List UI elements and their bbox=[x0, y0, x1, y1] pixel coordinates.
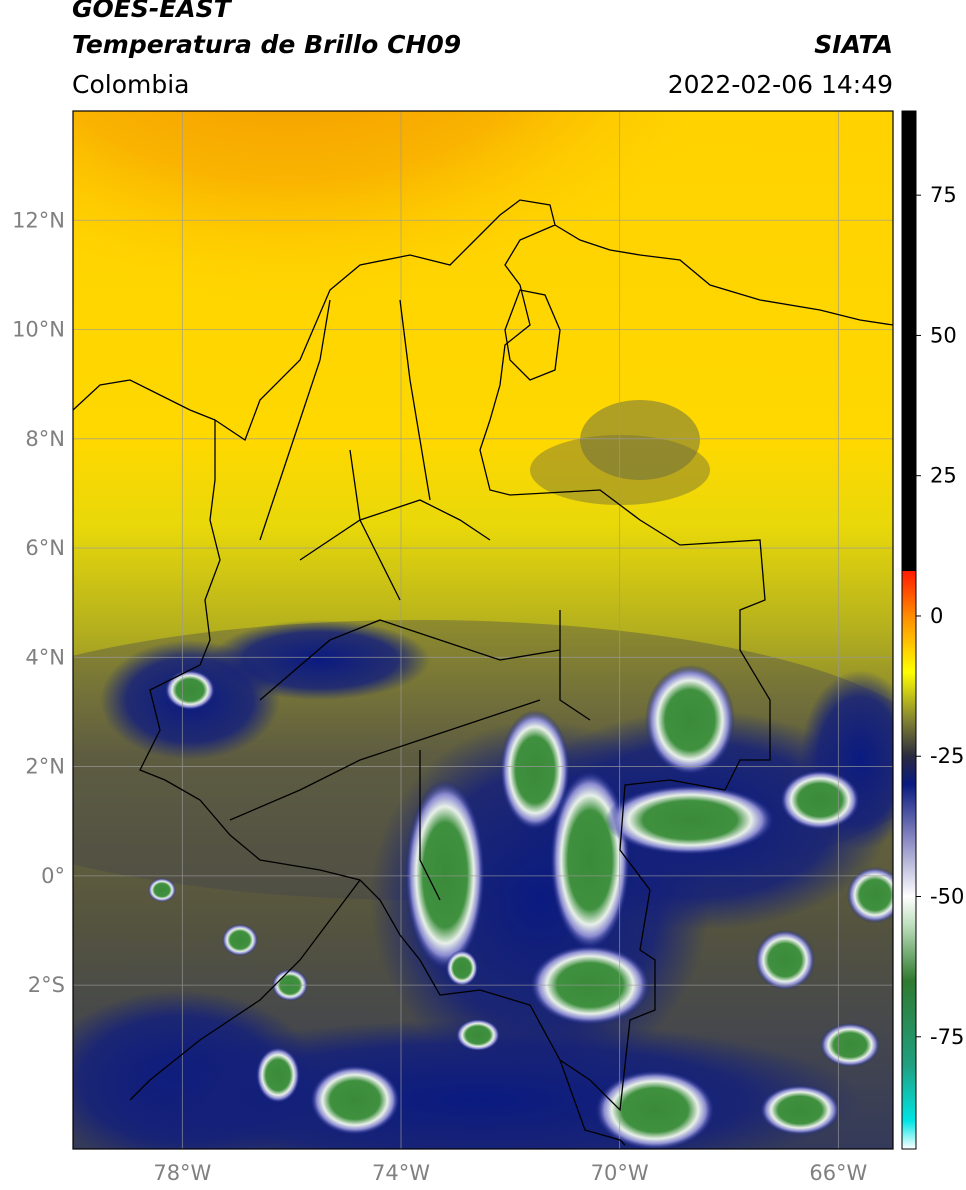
lat-tick-label: 0° bbox=[41, 864, 65, 888]
colorbar-tick-label: 0 bbox=[930, 604, 943, 628]
map-frame bbox=[72, 110, 894, 1150]
lon-tick-label: 66°W bbox=[809, 1161, 867, 1185]
internal-6 bbox=[259, 299, 331, 541]
maracaibo-lake bbox=[504, 289, 561, 381]
internal-5 bbox=[559, 610, 591, 721]
lat-tick-label: 8°N bbox=[25, 427, 65, 451]
satellite-title: GOES-EAST bbox=[72, 0, 231, 23]
internal-1 bbox=[299, 499, 491, 561]
political-borders bbox=[73, 199, 893, 1146]
colorbar-tick-label: -25 bbox=[930, 744, 964, 768]
brightness-temperature-raster bbox=[73, 111, 893, 1149]
lat-tick-label: 2°S bbox=[28, 973, 65, 997]
internal-8 bbox=[349, 449, 401, 601]
brazil-border bbox=[559, 1059, 626, 1146]
colorbar-ticks: 75 50 25 0 -25 -50 -75 bbox=[916, 183, 964, 1049]
panama-coast bbox=[73, 379, 216, 421]
colorbar-tick-label: -50 bbox=[930, 885, 964, 909]
colorbar-tick-label: 75 bbox=[930, 183, 957, 207]
map-gridlines bbox=[73, 111, 893, 1149]
lat-tick-label: 4°N bbox=[25, 645, 65, 669]
product-title: Temperatura de Brillo CH09 bbox=[72, 30, 462, 59]
lat-tick-label: 10°N bbox=[12, 318, 65, 342]
colorbar-fill bbox=[902, 111, 916, 1149]
latitude-labels: 12°N 10°N 8°N 6°N 4°N 2°N 0° 2°S bbox=[12, 208, 65, 997]
colorbar: 75 50 25 0 -25 -50 -75 bbox=[901, 110, 964, 1150]
colorbar-tick-label: 50 bbox=[930, 323, 957, 347]
longitude-labels: 78°W 74°W 70°W 66°W bbox=[153, 1161, 867, 1185]
lat-tick-label: 2°N bbox=[25, 755, 65, 779]
colorbar-tick-label: 25 bbox=[930, 464, 957, 488]
colorbar-tick-label: -75 bbox=[930, 1025, 964, 1049]
colorbar-frame bbox=[901, 110, 917, 1150]
ecuador-peru-border bbox=[129, 879, 361, 1101]
internal-2 bbox=[259, 619, 561, 701]
lat-tick-label: 6°N bbox=[25, 536, 65, 560]
lon-tick-label: 74°W bbox=[372, 1161, 430, 1185]
venezuela-coast bbox=[554, 224, 893, 326]
internal-3 bbox=[229, 699, 541, 821]
lat-tick-label: 12°N bbox=[12, 208, 65, 232]
datetime-label: 2022-02-06 14:49 bbox=[667, 70, 893, 99]
lon-tick-label: 78°W bbox=[153, 1161, 211, 1185]
region-label: Colombia bbox=[72, 70, 190, 99]
colombia-border bbox=[139, 199, 771, 1112]
lon-tick-label: 70°W bbox=[591, 1161, 649, 1185]
internal-4 bbox=[419, 750, 441, 901]
organization-label: SIATA bbox=[814, 30, 893, 59]
internal-7 bbox=[399, 299, 431, 501]
